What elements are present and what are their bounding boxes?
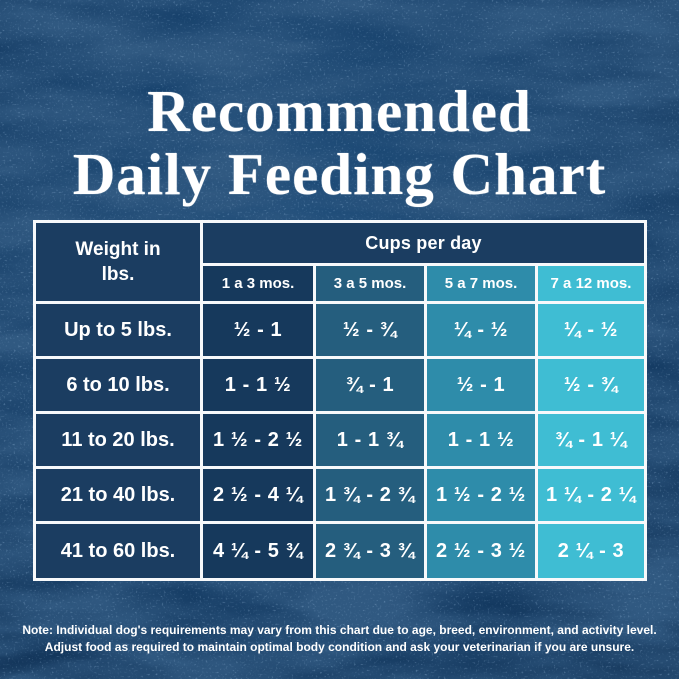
feeding-amount-cell: 1 ¼ - 2 ¼ [538,469,644,521]
feeding-amount-cell: 2 ¾ - 3 ¾ [316,524,424,578]
feeding-amount-cell: 4 ¼ - 5 ¾ [203,524,313,578]
feeding-amount-cell: 2 ¼ - 3 [538,524,644,578]
feeding-amount-cell: ¾ - 1 ¼ [538,414,644,466]
weight-header-line-2: lbs. [101,264,135,285]
feeding-amount-cell: ¾ - 1 [316,359,424,411]
feeding-table: Weight in lbs. Cups per day 1 a 3 mos. 3… [33,220,647,581]
weight-row-label: 21 to 40 lbs. [36,469,200,521]
feeding-amount-cell: 1 ½ - 2 ½ [427,469,535,521]
weight-row-label: Up to 5 lbs. [36,304,200,356]
feeding-amount-cell: 1 - 1 ¾ [316,414,424,466]
weight-row-label: 11 to 20 lbs. [36,414,200,466]
weight-row-label: 41 to 60 lbs. [36,524,200,578]
age-column-header-5-7-mos: 5 a 7 mos. [427,266,535,301]
age-column-header-3-5-mos: 3 a 5 mos. [316,266,424,301]
feeding-amount-cell: 2 ½ - 4 ¼ [203,469,313,521]
feeding-amount-cell: ½ - ¾ [538,359,644,411]
feeding-amount-cell: ½ - 1 [427,359,535,411]
footnote-line-2: Adjust food as required to maintain opti… [44,639,635,654]
age-column-header-7-12-mos: 7 a 12 mos. [538,266,644,301]
age-column-header-1-3-mos: 1 a 3 mos. [203,266,313,301]
feeding-amount-cell: 1 ½ - 2 ½ [203,414,313,466]
feeding-amount-cell: ½ - 1 [203,304,313,356]
footnote: Note: Individual dog's requirements may … [20,622,659,655]
title-line-1: Recommended [147,77,532,144]
feeding-amount-cell: ½ - ¾ [316,304,424,356]
feeding-amount-cell: ¼ - ½ [427,304,535,356]
footnote-line-1: Note: Individual dog's requirements may … [22,623,657,637]
cups-per-day-header: Cups per day [203,223,644,263]
feeding-amount-cell: 1 - 1 ½ [427,414,535,466]
feeding-amount-cell: 1 ¾ - 2 ¾ [316,469,424,521]
weight-header-line-1: Weight in [75,239,161,260]
title-line-2: Daily Feeding Chart [72,140,607,207]
feeding-amount-cell: 2 ½ - 3 ½ [427,524,535,578]
weight-row-label: 6 to 10 lbs. [36,359,200,411]
page-title: Recommended Daily Feeding Chart [0,77,679,207]
weight-column-header: Weight in lbs. [36,223,200,301]
feeding-amount-cell: 1 - 1 ½ [203,359,313,411]
feeding-amount-cell: ¼ - ½ [538,304,644,356]
